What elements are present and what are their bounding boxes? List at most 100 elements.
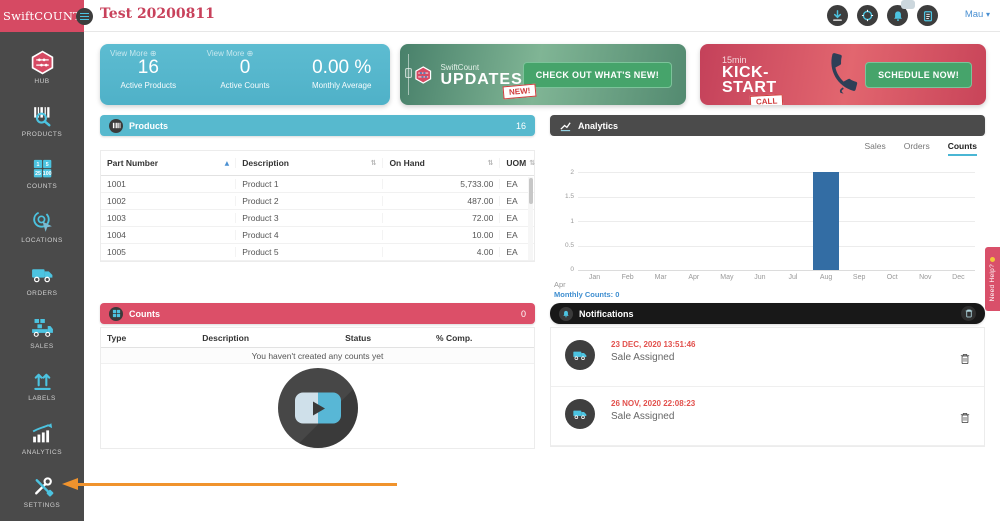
y-tick: 2 bbox=[570, 169, 574, 176]
analytics-panel-header: Analytics bbox=[550, 115, 985, 136]
tutorial-video-button[interactable] bbox=[277, 368, 358, 448]
notification-item[interactable]: 23 DEC, 2020 13:51:46 Sale Assigned bbox=[551, 328, 984, 387]
summary-stats-card: View More ⊕ 16 Active Products View More… bbox=[100, 44, 390, 105]
notification-timestamp: 26 NOV, 2020 22:08:23 bbox=[611, 399, 696, 408]
scanner-device-icon bbox=[405, 68, 412, 78]
sidebar-item-settings[interactable]: SETTINGS bbox=[0, 465, 84, 518]
notification-text: Sale Assigned bbox=[611, 411, 675, 422]
view-more-link[interactable]: View More ⊕ bbox=[110, 49, 157, 58]
sidebar-label: PRODUCTS bbox=[21, 131, 63, 138]
sort-icon: ⇅ bbox=[529, 159, 536, 167]
product-row[interactable]: 1004 Product 4 10.00 EA bbox=[101, 227, 534, 244]
chevron-down-icon: ▾ bbox=[985, 10, 990, 19]
hub-icon bbox=[31, 50, 53, 75]
sidebar-item-analytics[interactable]: ANALYTICS bbox=[0, 412, 84, 465]
header-actions bbox=[827, 0, 938, 26]
column-header-part-number[interactable]: Part Number ▲ bbox=[107, 158, 230, 168]
month-label: Dec bbox=[952, 274, 965, 281]
sidebar-label: HUB bbox=[34, 78, 50, 85]
month-label: Mar bbox=[654, 274, 667, 281]
sidebar-toggle-button[interactable] bbox=[76, 8, 93, 25]
stat-label: Active Counts bbox=[220, 81, 270, 90]
cell-description: Product 4 bbox=[235, 230, 382, 240]
month-label: Nov bbox=[919, 274, 932, 281]
trash-icon bbox=[965, 309, 972, 318]
cell-description: Product 5 bbox=[235, 247, 382, 257]
column-header-on-hand[interactable]: On Hand ⇅ bbox=[382, 158, 499, 168]
column-header-description[interactable]: Description bbox=[202, 332, 250, 343]
updates-title: UPDATES bbox=[440, 70, 523, 88]
scrollbar-thumb[interactable] bbox=[528, 178, 533, 204]
user-menu[interactable]: Mau ▾ bbox=[965, 9, 990, 20]
chart-bar[interactable] bbox=[813, 172, 840, 270]
trash-icon bbox=[960, 353, 970, 365]
compass-button[interactable] bbox=[857, 5, 878, 26]
sidebar-item-hub[interactable]: HUB bbox=[0, 41, 84, 94]
count-grid-icon: 1 5 25 100 bbox=[33, 159, 51, 178]
sales-truck-icon bbox=[31, 318, 53, 337]
svg-text:25: 25 bbox=[35, 171, 41, 177]
sidebar-item-orders[interactable]: ORDERS bbox=[0, 253, 84, 306]
swiftcount-logo[interactable]: SwiftCOUNT bbox=[0, 0, 84, 32]
product-row[interactable]: 1003 Product 3 72.00 EA bbox=[101, 210, 534, 227]
tab-orders[interactable]: Orders bbox=[903, 141, 930, 151]
product-row[interactable]: 1001 Product 1 5,733.00 EA bbox=[101, 176, 534, 193]
stat-label: Active Products bbox=[120, 81, 177, 90]
counts-table-header: Type Description Status % Comp. bbox=[101, 328, 534, 348]
notification-item[interactable]: 26 NOV, 2020 22:08:23 Sale Assigned bbox=[551, 387, 984, 446]
sidebar-label: COUNTS bbox=[26, 183, 58, 190]
sidebar-label: ORDERS bbox=[26, 290, 58, 297]
column-header-description[interactable]: Description ⇅ bbox=[235, 158, 382, 168]
sidebar-item-products[interactable]: PRODUCTS bbox=[0, 94, 84, 147]
analytics-panel: Sales Orders Counts 2 1.5 1 0.5 0 Jan Feb… bbox=[550, 136, 985, 302]
month-label: May bbox=[720, 274, 734, 281]
sidebar-item-labels[interactable]: LABELS bbox=[0, 359, 84, 412]
notifications-panel-title: Notifications bbox=[579, 308, 634, 319]
view-more-link[interactable]: View More ⊕ bbox=[206, 49, 254, 58]
bell-icon bbox=[559, 306, 573, 321]
sale-truck-avatar bbox=[565, 340, 595, 370]
download-button[interactable] bbox=[827, 5, 848, 26]
cell-on-hand: 10.00 bbox=[382, 230, 499, 240]
need-help-label: Need Help? bbox=[989, 263, 996, 302]
month-label: Jul bbox=[788, 274, 798, 281]
sidebar-item-locations[interactable]: LOCATIONS bbox=[0, 200, 84, 253]
bar-cell bbox=[677, 172, 710, 270]
kickstart-duration: 15min bbox=[722, 54, 747, 65]
need-help-tab[interactable]: Need Help? bbox=[985, 247, 1000, 311]
tab-sales[interactable]: Sales bbox=[864, 141, 886, 151]
check-whats-new-button[interactable]: CHECK OUT WHAT'S NEW! bbox=[522, 61, 672, 88]
counts-empty-message: You haven't created any counts yet bbox=[101, 348, 534, 364]
column-header-comp[interactable]: % Comp. bbox=[436, 332, 473, 343]
products-count-badge: 16 bbox=[515, 120, 526, 131]
cell-part-number: 1003 bbox=[107, 213, 126, 223]
clear-notifications-button[interactable] bbox=[961, 306, 976, 321]
cell-uom: EA bbox=[499, 247, 534, 257]
product-row[interactable]: 1005 Product 5 4.00 EA bbox=[101, 244, 534, 261]
delete-notification-button[interactable] bbox=[960, 411, 970, 429]
product-row[interactable]: 1002 Product 2 487.00 EA bbox=[101, 193, 534, 210]
column-header-uom[interactable]: UOM ⇅ bbox=[499, 158, 536, 168]
sidebar-item-counts[interactable]: 1 5 25 100 COUNTS bbox=[0, 147, 84, 200]
svg-text:1: 1 bbox=[36, 162, 39, 168]
tab-counts[interactable]: Counts bbox=[947, 141, 977, 156]
month-label: Sep bbox=[852, 274, 866, 281]
cell-uom: EA bbox=[499, 230, 534, 240]
notifications-button[interactable] bbox=[887, 0, 915, 26]
play-triangle-icon bbox=[313, 401, 325, 415]
counts-panel-header: Counts 0 bbox=[100, 303, 535, 324]
sidebar-item-sales[interactable]: SALES bbox=[0, 306, 84, 359]
sort-icon: ⇅ bbox=[370, 159, 377, 167]
clipboard-button[interactable] bbox=[917, 5, 938, 26]
column-header-type[interactable]: Type bbox=[107, 332, 127, 343]
bar-cell bbox=[843, 172, 876, 270]
schedule-now-button[interactable]: SCHEDULE NOW! bbox=[865, 61, 972, 88]
cell-description: Product 3 bbox=[235, 213, 382, 223]
play-icon bbox=[294, 392, 341, 424]
stat-active-counts: View More ⊕ 0 Active Counts bbox=[197, 44, 294, 105]
products-panel-title: Products bbox=[129, 120, 169, 131]
column-header-status[interactable]: Status bbox=[345, 332, 372, 343]
top-bar: SwiftCOUNT Test 20200811 Mau ▾ bbox=[0, 0, 1000, 32]
cell-part-number: 1004 bbox=[107, 230, 126, 240]
delete-notification-button[interactable] bbox=[960, 352, 970, 370]
